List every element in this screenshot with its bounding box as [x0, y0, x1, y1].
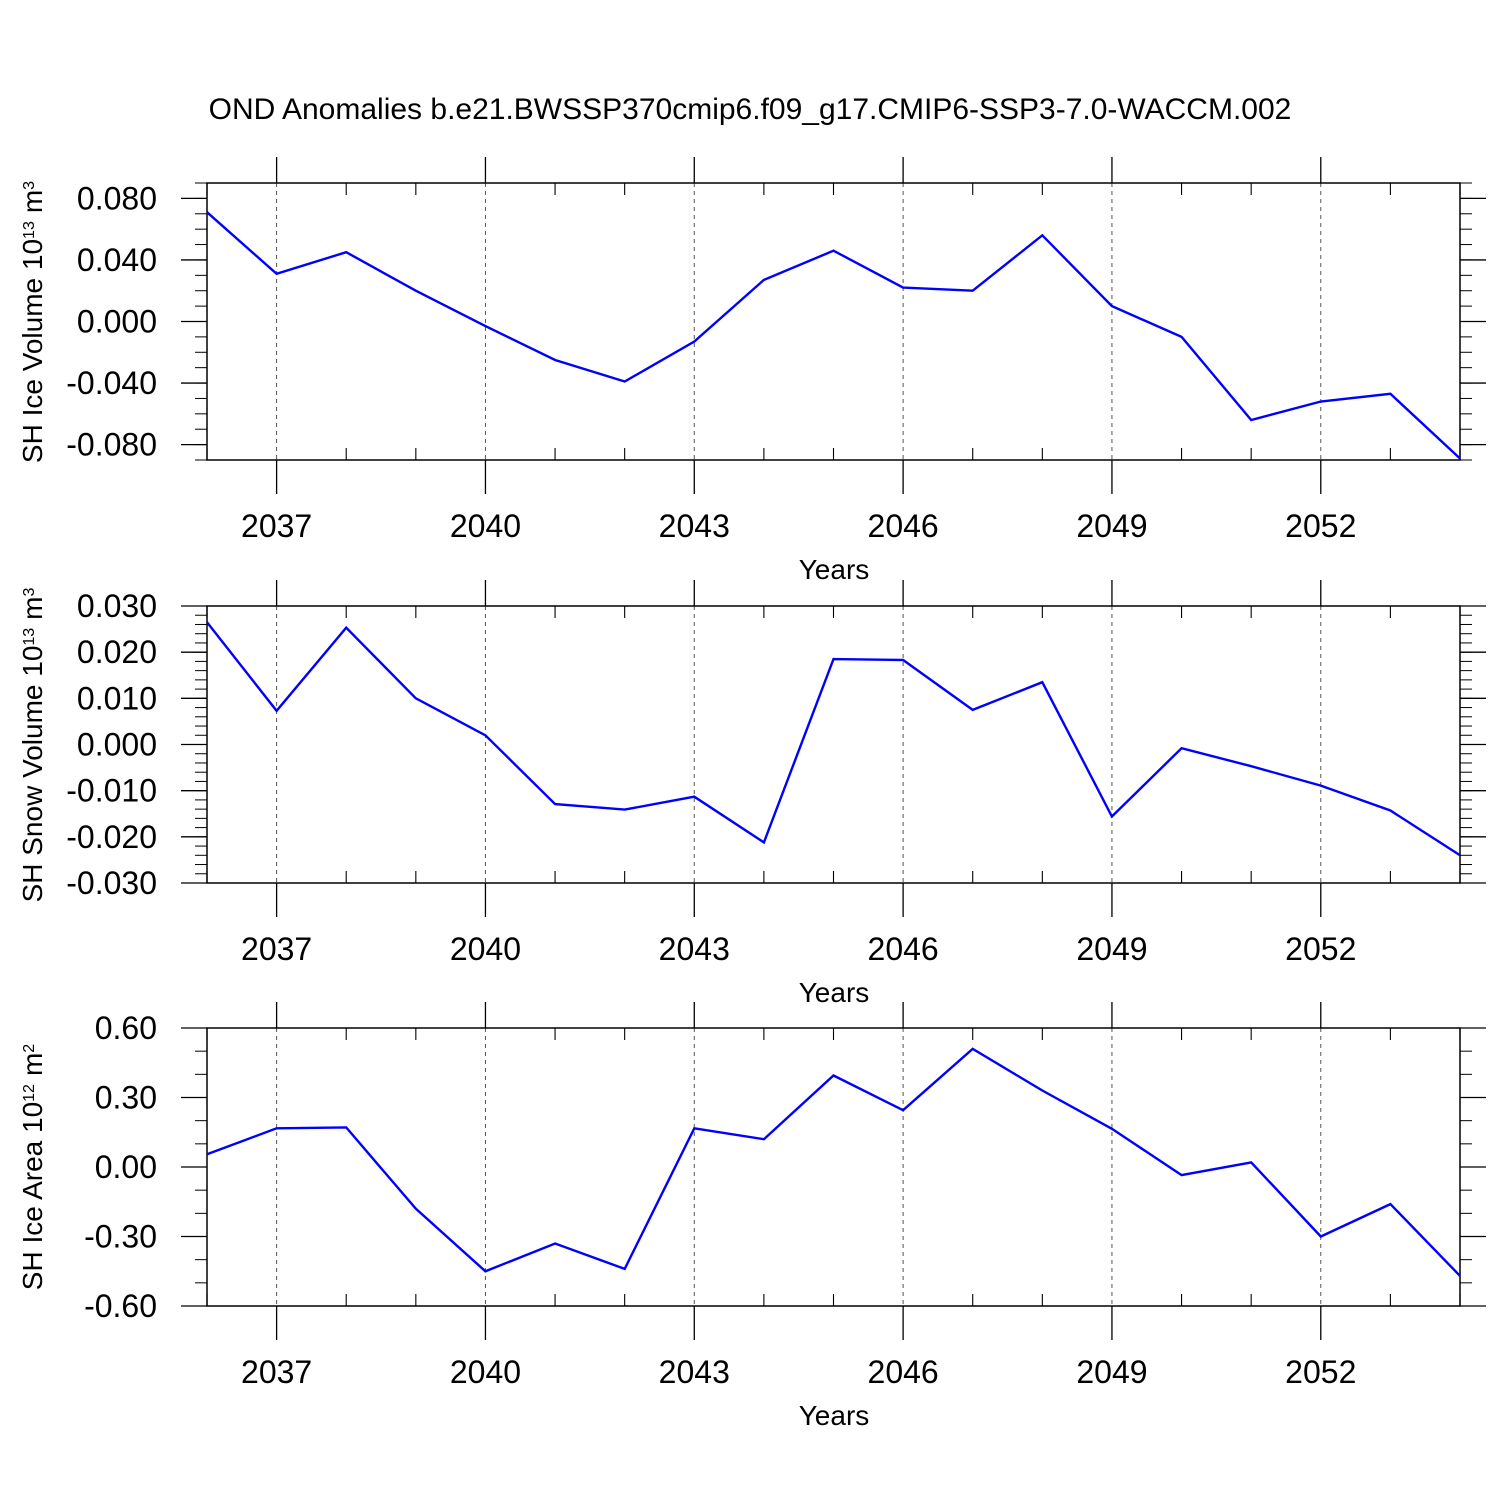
x-tick-label: 2052 [1285, 1354, 1356, 1390]
y-tick-label: -0.040 [66, 365, 157, 401]
y-axis-label-text: SH Snow Volume 10 [17, 646, 48, 903]
y-axis-label-text: SH Ice Volume 10 [17, 239, 48, 463]
plot-frame [206, 1027, 1461, 1307]
x-tick-label: 2037 [241, 508, 312, 544]
chart-title: OND Anomalies b.e21.BWSSP370cmip6.f09_g1… [209, 93, 1292, 126]
plot-frame [206, 605, 1461, 884]
y-tick-label: 0.00 [95, 1149, 157, 1185]
x-tick-label: 2046 [868, 931, 939, 967]
y-tick-label: 0.040 [77, 242, 157, 278]
plot-frame [206, 182, 1461, 461]
series-line [206, 1047, 1461, 1277]
panel-1: -0.080 -0.040 0.000 0.040 0.080 2037 2040 2043 2… [17, 157, 1486, 585]
x-tick-label: 2043 [659, 508, 730, 544]
series-line [206, 211, 1461, 460]
panel-2: -0.030 -0.020 -0.010 0.000 0.010 0.020 0.030 20… [17, 580, 1486, 1008]
x-axis-label: Years [799, 554, 870, 585]
y-tick-label: -0.080 [66, 427, 157, 463]
panels: -0.080 -0.040 0.000 0.040 0.080 2037 2040 2043 2… [17, 157, 1486, 1431]
y-axis-label-unit-exponent: 3 [21, 587, 38, 596]
y-tick-label: 0.020 [77, 634, 157, 670]
y-axis-label-unit-exponent: 3 [21, 181, 38, 190]
x-tick-label: 2049 [1076, 931, 1147, 967]
x-tick-label: 2046 [868, 508, 939, 544]
y-tick-label: 0.080 [77, 180, 157, 216]
y-axis-label: SH Snow Volume 1013 m3 [17, 587, 48, 902]
x-axis-label: Years [799, 977, 870, 1008]
x-axis-label: Years [799, 1400, 870, 1431]
y-tick-label: -0.30 [84, 1219, 157, 1255]
y-axis-label-unit: m [17, 596, 48, 619]
y-axis-label: SH Ice Area 1012 m2 [17, 1044, 48, 1290]
series-line [206, 621, 1461, 857]
x-tick-label: 2046 [868, 1354, 939, 1390]
x-tick-label: 2052 [1285, 931, 1356, 967]
x-tick-label: 2037 [241, 1354, 312, 1390]
x-tick-label: 2049 [1076, 508, 1147, 544]
panel-3: -0.60 -0.30 0.00 0.30 0.60 2037 2040 2043 2046 20… [17, 1002, 1486, 1431]
x-tick-label: 2040 [450, 1354, 521, 1390]
y-tick-label: -0.030 [66, 865, 157, 901]
y-tick-label: -0.60 [84, 1288, 157, 1324]
x-tick-label: 2037 [241, 931, 312, 967]
y-tick-label: 0.030 [77, 588, 157, 624]
y-tick-label: 0.000 [77, 727, 157, 763]
x-tick-label: 2043 [659, 931, 730, 967]
y-tick-label: -0.010 [66, 773, 157, 809]
x-tick-label: 2052 [1285, 508, 1356, 544]
y-axis-label-text: SH Ice Area 10 [17, 1102, 48, 1290]
y-axis-label: SH Ice Volume 1013 m3 [17, 181, 48, 463]
y-tick-label: 0.30 [95, 1080, 157, 1116]
y-tick-label: 0.010 [77, 680, 157, 716]
x-tick-label: 2040 [450, 931, 521, 967]
y-tick-label: 0.000 [77, 304, 157, 340]
y-axis-label-unit: m [17, 1053, 48, 1076]
y-axis-label-exponent: 12 [21, 1084, 38, 1102]
x-tick-label: 2043 [659, 1354, 730, 1390]
y-tick-label: -0.020 [66, 819, 157, 855]
x-tick-label: 2049 [1076, 1354, 1147, 1390]
y-axis-label-exponent: 13 [21, 628, 38, 646]
y-axis-label-exponent: 13 [21, 221, 38, 239]
y-tick-label: 0.60 [95, 1010, 157, 1046]
y-axis-label-unit-exponent: 2 [21, 1044, 38, 1053]
y-axis-label-unit: m [17, 190, 48, 213]
x-tick-label: 2040 [450, 508, 521, 544]
